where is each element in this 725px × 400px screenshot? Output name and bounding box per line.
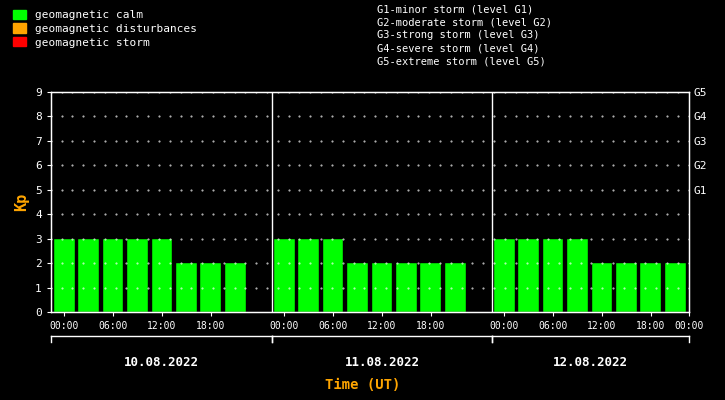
Bar <box>396 263 417 312</box>
Legend: geomagnetic calm, geomagnetic disturbances, geomagnetic storm: geomagnetic calm, geomagnetic disturbanc… <box>13 10 197 48</box>
Text: 12.08.2022: 12.08.2022 <box>553 356 628 369</box>
Bar <box>176 263 196 312</box>
Text: 10.08.2022: 10.08.2022 <box>124 356 199 369</box>
Bar <box>445 263 465 312</box>
Text: Time (UT): Time (UT) <box>325 378 400 392</box>
Bar <box>420 263 442 312</box>
Bar <box>103 239 123 312</box>
Bar <box>347 263 368 312</box>
Bar <box>640 263 661 312</box>
Bar <box>567 239 588 312</box>
Bar <box>592 263 613 312</box>
Bar <box>298 239 319 312</box>
Bar <box>78 239 99 312</box>
Bar <box>543 239 563 312</box>
Bar <box>372 263 392 312</box>
Bar <box>494 239 515 312</box>
Y-axis label: Kp: Kp <box>14 193 30 211</box>
Bar <box>201 263 221 312</box>
Text: 11.08.2022: 11.08.2022 <box>344 356 420 369</box>
Bar <box>616 263 637 312</box>
Bar <box>518 239 539 312</box>
Bar <box>274 239 294 312</box>
Bar <box>323 239 344 312</box>
Bar <box>127 239 148 312</box>
Bar <box>225 263 246 312</box>
Bar <box>665 263 686 312</box>
Bar <box>54 239 75 312</box>
Bar <box>152 239 173 312</box>
Text: G1-minor storm (level G1)
G2-moderate storm (level G2)
G3-strong storm (level G3: G1-minor storm (level G1) G2-moderate st… <box>377 4 552 67</box>
